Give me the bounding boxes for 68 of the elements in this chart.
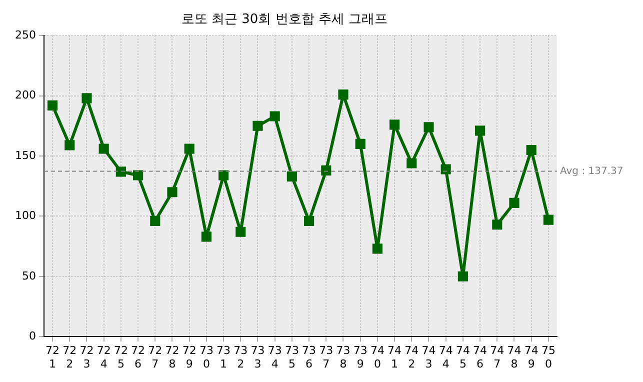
x-tick-label: 731 (216, 344, 231, 370)
y-tick-label: 0 (28, 329, 36, 342)
x-tick-label: 723 (80, 344, 94, 370)
x-tick-label: 750 (541, 344, 556, 370)
point (133, 170, 144, 180)
x-tick-label: 748 (507, 344, 522, 370)
x-tick-label: 740 (370, 344, 384, 370)
point (304, 216, 314, 226)
point (201, 232, 212, 242)
x-tick-label: 743 (422, 344, 436, 370)
x-tick-label: 721 (46, 344, 60, 370)
x-tick-label: 733 (250, 344, 265, 370)
x-tick-label: 746 (473, 344, 488, 370)
x-tick-label: 749 (524, 344, 538, 370)
point (390, 120, 400, 130)
x-tick-label: 736 (302, 344, 316, 370)
x-tick-label: 725 (114, 344, 128, 370)
point (286, 171, 297, 182)
x-tick-label: 726 (131, 344, 146, 370)
point (150, 216, 160, 226)
point (543, 214, 554, 225)
point (509, 198, 520, 208)
y-tick-label: 250 (14, 28, 36, 42)
x-tick-label: 747 (490, 344, 504, 370)
y-tick-label: 150 (14, 148, 36, 162)
point (338, 90, 348, 100)
point (372, 244, 382, 254)
point (82, 93, 92, 104)
x-tick-label: 729 (182, 344, 196, 370)
point (270, 111, 280, 122)
x-tick-label: 724 (96, 344, 111, 370)
point (167, 187, 178, 198)
x-tick-label: 722 (62, 344, 77, 370)
point (64, 140, 75, 150)
point (252, 120, 263, 131)
x-tick-label: 742 (404, 344, 419, 370)
x-tick-label: 728 (165, 344, 180, 370)
point (492, 220, 502, 230)
x-tick-label: 739 (353, 344, 368, 370)
point (236, 226, 246, 237)
ref-line-label: Avg : 137.37 (560, 166, 624, 177)
y-tick-label: 200 (14, 88, 36, 102)
point (406, 158, 417, 168)
point (424, 122, 434, 132)
x-tick-label: 745 (456, 344, 470, 370)
x-tick-label: 744 (438, 344, 453, 370)
y-tick-label: 50 (22, 269, 36, 282)
x-tick-label: 730 (199, 344, 214, 370)
x-tick-label: 727 (148, 344, 162, 370)
x-tick-label: 735 (284, 344, 299, 370)
point (184, 144, 194, 154)
y-tick-label: 100 (14, 209, 36, 222)
x-tick-label: 732 (234, 344, 248, 370)
point (475, 126, 486, 136)
chart-title: 로또 최근 30회 번호합 추세 그래프 (181, 12, 388, 28)
point (116, 166, 126, 177)
x-tick-label: 738 (336, 344, 350, 370)
x-tick-label: 741 (388, 344, 402, 370)
point (218, 170, 229, 180)
point (440, 164, 451, 174)
point (48, 100, 58, 110)
x-tick-label: 737 (319, 344, 334, 370)
point (458, 271, 468, 282)
point (321, 165, 332, 176)
point (526, 144, 536, 156)
point (98, 144, 109, 154)
point (355, 138, 366, 149)
x-tick-label: 734 (268, 344, 282, 370)
